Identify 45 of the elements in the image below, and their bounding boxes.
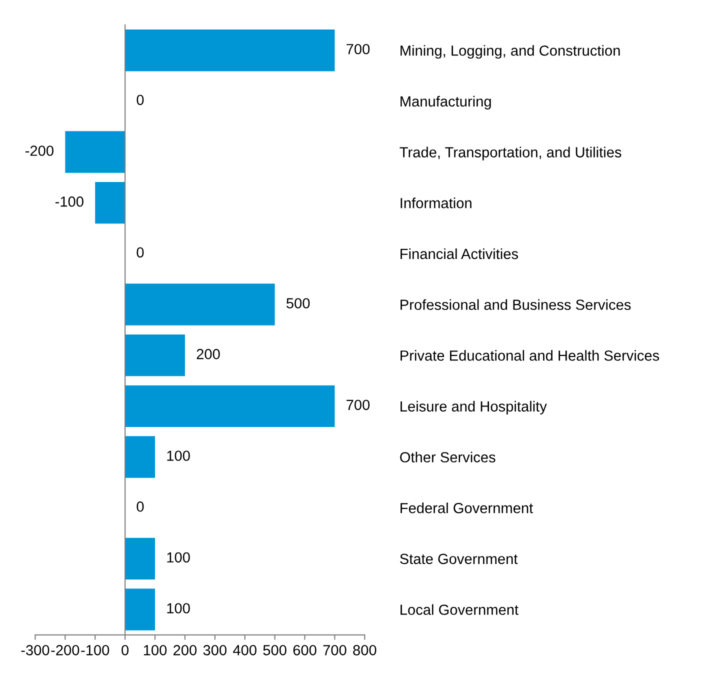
x-tick-label: 300 bbox=[203, 645, 227, 656]
data-label: 0 bbox=[136, 501, 144, 512]
x-tick-label: 0 bbox=[122, 645, 129, 656]
y-tick-label: Other Services bbox=[400, 452, 496, 462]
x-tick-label: 800 bbox=[353, 645, 376, 656]
x-tick-label: 200 bbox=[174, 645, 197, 656]
x-tick-label: 600 bbox=[293, 645, 316, 656]
x-tick-label: 700 bbox=[323, 645, 346, 656]
y-tick-label: Mining, Logging, and Construction bbox=[400, 45, 620, 59]
data-label: -200 bbox=[26, 146, 54, 156]
y-tick-label: Professional and Business Services bbox=[400, 299, 631, 310]
data-label: 100 bbox=[167, 450, 190, 461]
bar bbox=[125, 284, 275, 326]
y-tick-label: Federal Government bbox=[400, 502, 534, 514]
bar bbox=[125, 538, 156, 580]
x-tick-label: 100 bbox=[144, 645, 167, 656]
bar bbox=[125, 334, 185, 376]
x-tick-label: 500 bbox=[263, 645, 286, 656]
x-tick-label: -100 bbox=[81, 645, 110, 656]
x-tick-label: -200 bbox=[51, 645, 80, 656]
data-label: 500 bbox=[286, 298, 310, 308]
bar bbox=[125, 436, 156, 478]
bar bbox=[125, 588, 156, 630]
y-tick-label: Information bbox=[400, 198, 472, 208]
y-tick-label: Leisure and Hospitality bbox=[400, 400, 547, 414]
x-tick-label: -300 bbox=[21, 645, 50, 656]
x-tick-label: 400 bbox=[233, 645, 256, 656]
y-tick-label: State Government bbox=[400, 554, 518, 564]
bar bbox=[95, 182, 126, 224]
data-label: 700 bbox=[346, 400, 370, 410]
bar bbox=[125, 30, 335, 72]
y-tick-label: Private Educational and Health Services bbox=[400, 350, 660, 361]
data-label: 100 bbox=[167, 552, 190, 563]
data-label: 200 bbox=[196, 348, 220, 360]
y-tick-label: Local Government bbox=[400, 604, 518, 615]
y-tick-label: Trade, Transportation, and Utilities bbox=[400, 146, 622, 160]
data-label: 0 bbox=[136, 94, 144, 106]
data-label: -100 bbox=[55, 196, 84, 207]
data-label: 700 bbox=[346, 44, 370, 54]
y-tick-label: Financial Activities bbox=[400, 248, 518, 260]
data-label: 100 bbox=[167, 603, 190, 614]
bar bbox=[125, 385, 335, 428]
bar bbox=[65, 131, 126, 173]
data-label: 0 bbox=[136, 247, 144, 258]
y-tick-label: Manufacturing bbox=[400, 96, 491, 110]
